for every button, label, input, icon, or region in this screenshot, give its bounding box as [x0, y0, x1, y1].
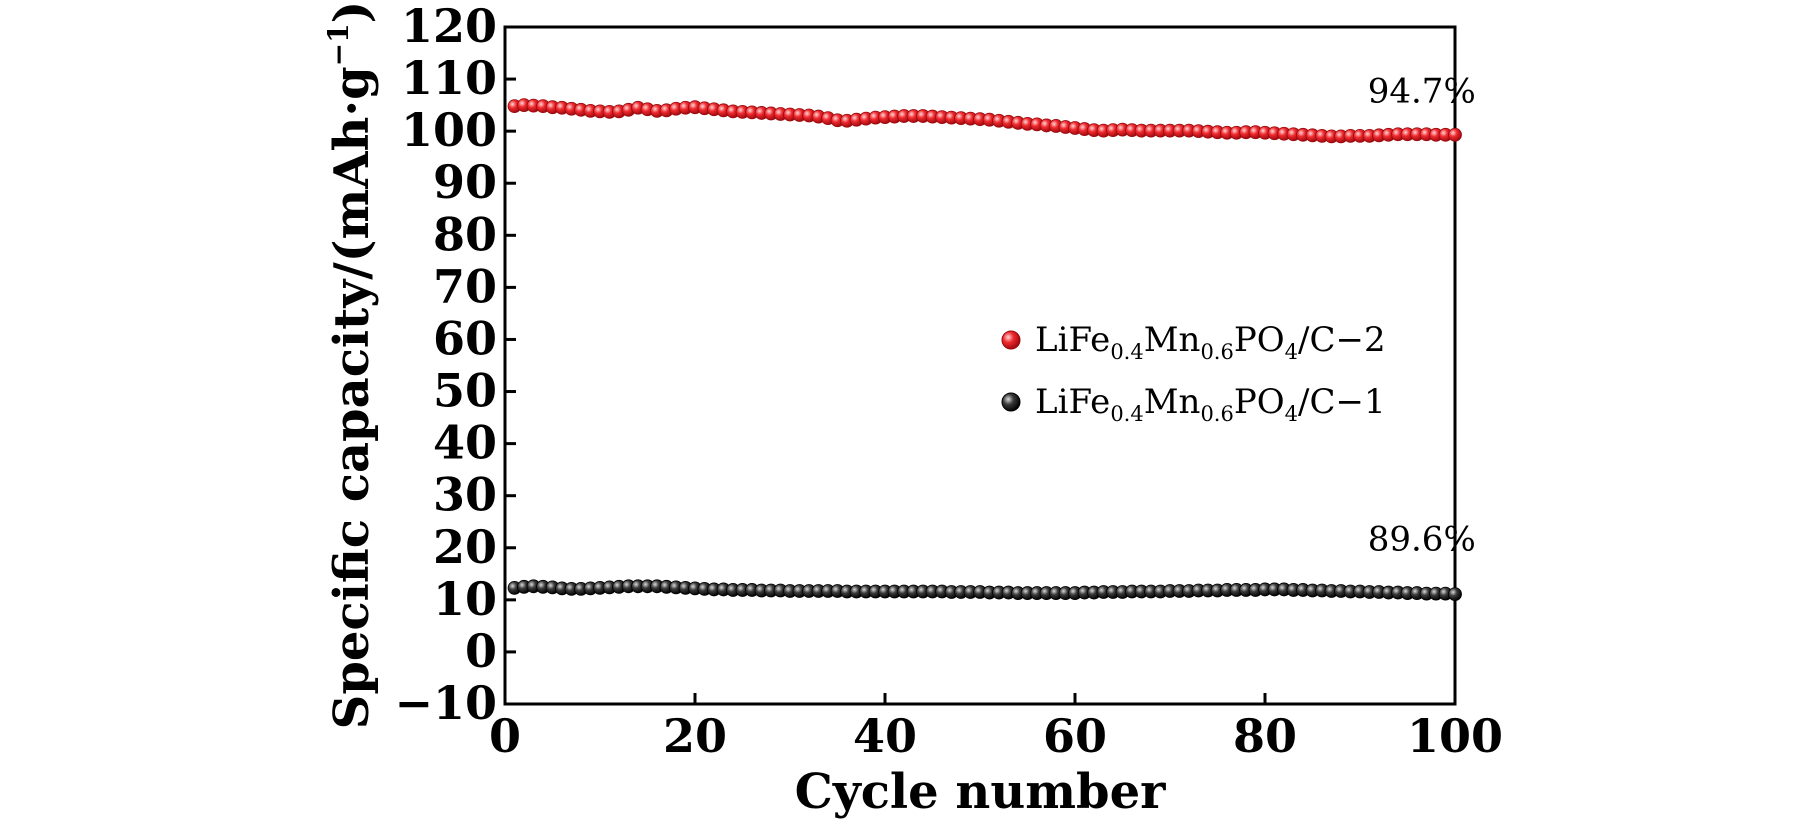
- retention-annotation-red: 94.7%: [1368, 72, 1476, 112]
- data-point-red: [1448, 127, 1462, 142]
- data-series: [507, 98, 1462, 602]
- retention-annotation-black: 89.6%: [1368, 519, 1476, 559]
- x-tick-label: 60: [1043, 709, 1107, 763]
- y-tick-label: 40: [433, 416, 497, 470]
- x-tick-label: 40: [853, 709, 917, 763]
- legend-marker-black: [1001, 392, 1021, 412]
- x-tick-label: 20: [663, 709, 727, 763]
- legend: LiFe0.4Mn0.6PO4/C−2 LiFe0.4Mn0.6PO4/C−1: [1001, 320, 1386, 426]
- y-tick-label: −10: [394, 676, 497, 730]
- y-tick-label: 50: [433, 364, 497, 418]
- x-axis-title: Cycle number: [795, 764, 1166, 820]
- y-tick-label: 0: [465, 624, 497, 678]
- x-axis-ticks: 0 20 40 60 80 100: [489, 693, 1503, 763]
- y-axis-title-dot: ·: [324, 100, 380, 117]
- y-axis-title-main: Specific capacity/(mAh: [324, 117, 380, 730]
- series-red: [507, 98, 1462, 144]
- y-tick-label: 70: [433, 259, 497, 313]
- x-tick-label: 0: [489, 709, 521, 763]
- y-tick-label: 100: [401, 103, 497, 157]
- y-tick-label: 10: [433, 572, 497, 626]
- y-tick-label: 120: [401, 0, 497, 53]
- y-tick-label: 30: [433, 468, 497, 522]
- legend-marker-red: [1001, 330, 1021, 350]
- legend-label-black: LiFe0.4Mn0.6PO4/C−1: [1035, 382, 1386, 426]
- plot-frame: [503, 25, 1457, 706]
- y-axis-title-close: ): [324, 1, 380, 24]
- y-axis-title-sup: −1: [322, 23, 355, 66]
- y-tick-label: 60: [433, 311, 497, 365]
- y-tick-label: 80: [433, 207, 497, 261]
- data-point-black: [1448, 587, 1462, 602]
- series-black: [507, 579, 1462, 602]
- legend-label-red: LiFe0.4Mn0.6PO4/C−2: [1035, 320, 1386, 364]
- y-tick-label: 110: [401, 51, 497, 105]
- x-tick-label: 80: [1233, 709, 1297, 763]
- y-axis-title: Specific capacity/(mAh·g−1): [322, 1, 380, 730]
- y-axis-title-g: g: [324, 66, 380, 100]
- x-tick-label: 100: [1407, 709, 1503, 763]
- y-tick-label: 90: [433, 155, 497, 209]
- y-tick-label: 20: [433, 520, 497, 574]
